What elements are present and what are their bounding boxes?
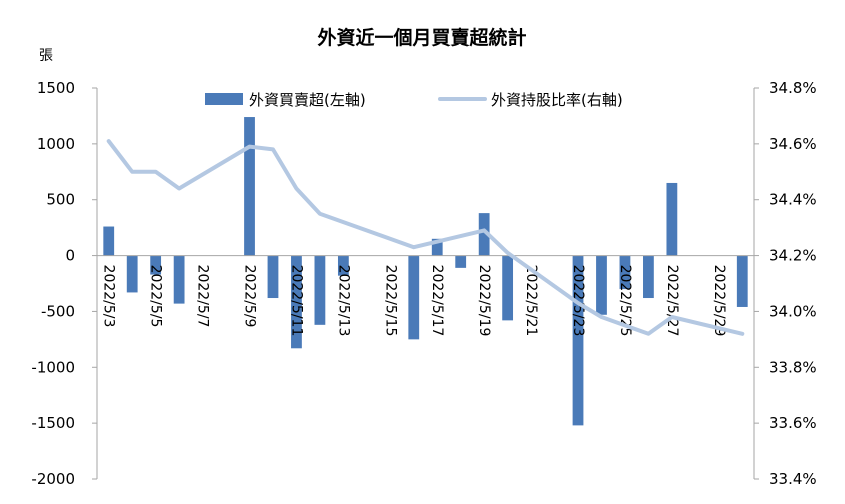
x-tick-label: 2022/5/17: [429, 265, 445, 337]
right-tick-label: 33.6%: [769, 414, 817, 432]
bar: [478, 213, 490, 256]
bar: [431, 238, 443, 256]
bar: [173, 255, 185, 304]
bar: [572, 255, 584, 426]
legend-label-line: 外資持股比率(右軸): [491, 91, 623, 109]
bar: [150, 255, 162, 275]
left-axis-ticks: 1500 1000 500 0 -500 -1000 -1500 -2000: [31, 79, 97, 488]
right-tick-label: 33.4%: [769, 470, 817, 488]
x-tick-label: 2022/5/29: [711, 265, 727, 337]
legend-label-bar: 外資買賣超(左軸): [249, 91, 366, 109]
left-tick-label: 1000: [37, 135, 75, 153]
x-tick-label: 2022/5/15: [382, 265, 398, 337]
legend-swatch-bar: [205, 93, 243, 105]
left-tick-label: -500: [41, 302, 75, 320]
x-tick-label: 2022/5/23: [570, 265, 586, 337]
bar: [502, 255, 514, 321]
bar: [314, 255, 326, 325]
right-tick-label: 33.8%: [769, 358, 817, 376]
bar: [619, 255, 631, 290]
right-tick-label: 34.8%: [769, 79, 817, 97]
bar: [126, 255, 138, 293]
right-tick-label: 34.4%: [769, 191, 817, 209]
bar: [736, 255, 748, 307]
right-axis-ticks: 34.8% 34.6% 34.4% 34.2% 34.0% 33.8% 33.6% 33.4%: [754, 79, 817, 488]
chart-title: 外資近一個月買賣超統計: [317, 26, 526, 49]
left-tick-label: -1000: [31, 358, 75, 376]
x-tick-label: 2022/5/5: [148, 265, 164, 328]
bar-series: [103, 117, 748, 426]
legend: 外資買賣超(左軸) 外資持股比率(右軸): [205, 91, 623, 109]
x-tick-label: 2022/5/13: [335, 265, 351, 337]
bar: [643, 255, 654, 299]
left-tick-label: 0: [65, 247, 75, 265]
left-tick-label: 500: [46, 191, 75, 209]
left-tick-label: 1500: [37, 79, 75, 97]
x-tick-label: 2022/5/25: [617, 265, 633, 337]
x-tick-label: 2022/5/9: [242, 265, 258, 328]
x-tick-label: 2022/5/7: [195, 265, 211, 328]
left-tick-label: -2000: [31, 470, 75, 488]
bar: [666, 182, 678, 256]
bar: [596, 255, 607, 315]
right-tick-label: 34.6%: [769, 135, 817, 153]
x-tick-label: 2022/5/11: [288, 265, 304, 337]
ownership-ratio-line: [106, 139, 745, 336]
bar: [337, 255, 349, 276]
x-tick-label: 2022/5/3: [101, 265, 117, 328]
bar: [244, 117, 255, 256]
left-tick-label: -1500: [31, 414, 75, 432]
x-tick-label: 2022/5/21: [523, 265, 539, 337]
bar: [103, 226, 115, 256]
bar: [408, 255, 420, 340]
bar: [455, 255, 467, 268]
bar: [267, 255, 279, 299]
left-axis-unit: 張: [39, 48, 53, 64]
x-tick-label: 2022/5/19: [476, 265, 492, 337]
bar: [291, 255, 302, 349]
right-tick-label: 34.0%: [769, 302, 817, 320]
x-tick-label: 2022/5/27: [664, 265, 680, 337]
right-tick-label: 34.2%: [769, 247, 817, 265]
line-series: [106, 139, 745, 336]
